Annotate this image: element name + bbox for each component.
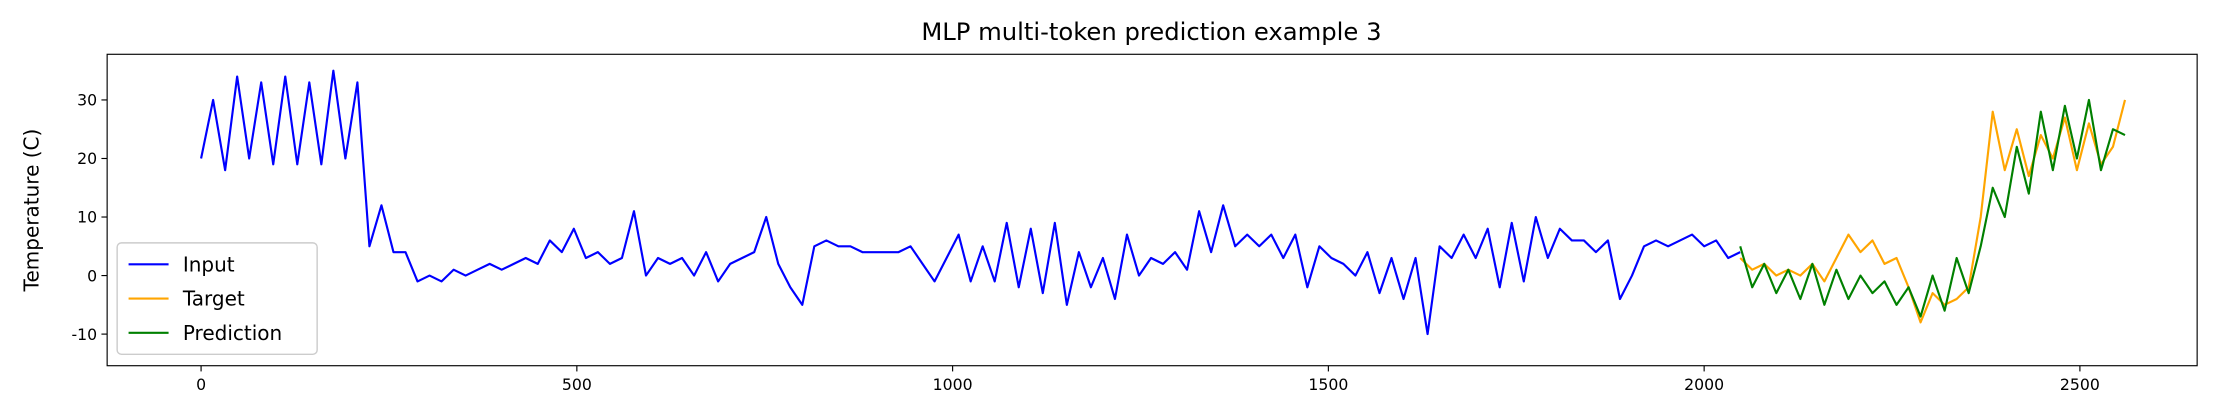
y-tick-label: -10: [71, 325, 97, 344]
data-line: [1739, 98, 2126, 318]
legend-label: Target: [182, 287, 245, 311]
data-line: [200, 69, 1741, 336]
x-tick-label: 2000: [1684, 375, 1724, 394]
y-tick-label: 30: [77, 91, 97, 110]
x-tick-label: 1000: [933, 375, 973, 394]
y-tick-label: 0: [87, 266, 97, 285]
chart-title: MLP multi-token prediction example 3: [921, 17, 1381, 46]
y-axis-label: Temperature (C): [20, 129, 44, 293]
y-tick-label: 10: [77, 208, 97, 227]
x-tick-label: 0: [196, 375, 206, 394]
legend-box: [116, 242, 318, 355]
x-tick-label: 1500: [1308, 375, 1348, 394]
legend-label: Prediction: [183, 321, 282, 345]
x-tick-label: 500: [562, 375, 592, 394]
legend: Input Target Prediction: [116, 242, 318, 355]
plot-frame: [106, 53, 2198, 367]
x-tick-label: 2500: [2060, 375, 2100, 394]
y-tick-label: 20: [77, 149, 97, 168]
legend-label: Input: [183, 252, 235, 276]
